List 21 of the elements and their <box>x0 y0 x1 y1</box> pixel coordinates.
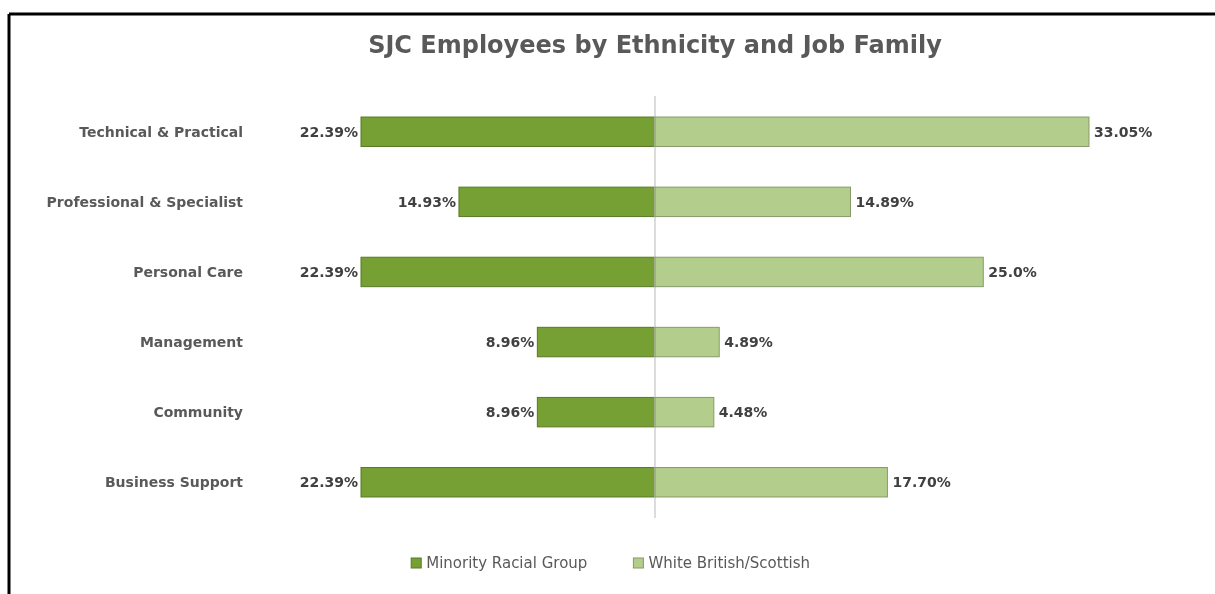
data-label: 25.0% <box>988 263 1037 280</box>
y-tick-label: Professional & Specialist <box>46 193 244 210</box>
y-tick-label: Community <box>153 404 243 421</box>
data-label: 22.39% <box>299 123 358 140</box>
y-tick-label: Business Support <box>104 474 244 491</box>
data-label: 14.89% <box>855 193 914 210</box>
y-tick-label: Technical & Practical <box>79 123 243 140</box>
data-label: 8.96% <box>485 333 535 350</box>
legend-label: White British/Scottish <box>648 554 811 573</box>
data-label: 17.70% <box>892 474 951 491</box>
data-label: 22.39% <box>299 263 358 280</box>
chart-title: SJC Employees by Ethnicity and Job Family <box>368 31 943 59</box>
data-label: 4.89% <box>724 333 773 350</box>
y-tick-label: Management <box>139 333 244 350</box>
data-label: 14.93% <box>397 193 456 210</box>
y-tick-label: Personal Care <box>133 263 243 280</box>
data-label: 33.05% <box>1093 123 1153 140</box>
data-label: 22.39% <box>299 474 358 491</box>
data-label: 4.48% <box>718 404 768 421</box>
data-label: 8.96% <box>485 404 535 421</box>
legend-label: Minority Racial Group <box>426 554 588 573</box>
